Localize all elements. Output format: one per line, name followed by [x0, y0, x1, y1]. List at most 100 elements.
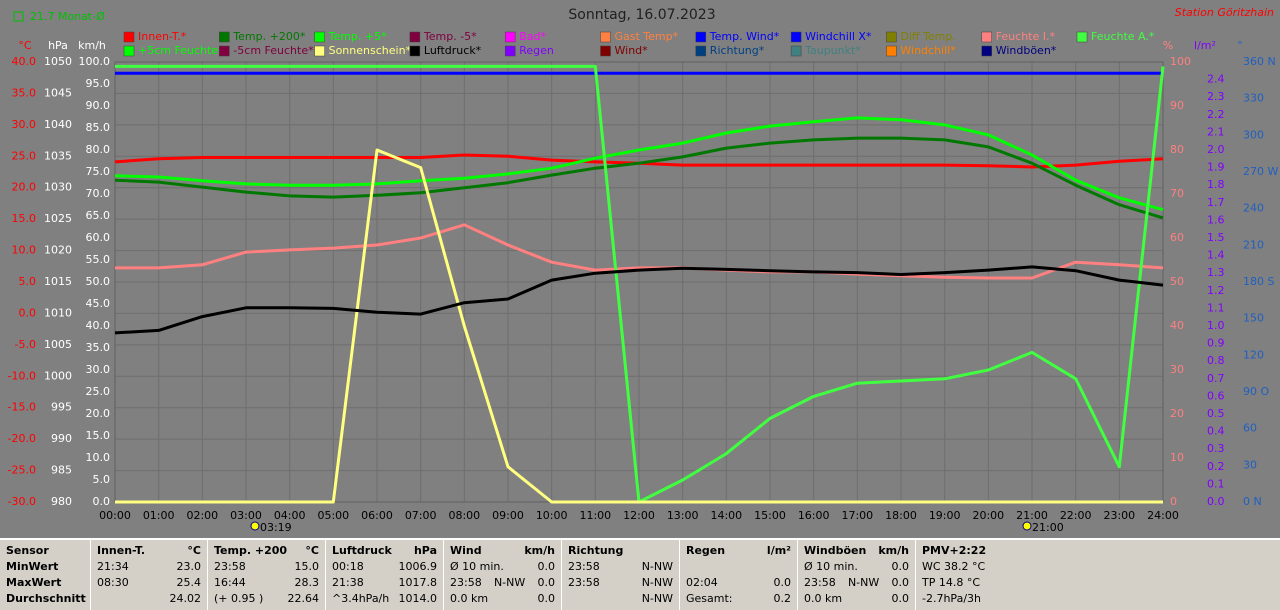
stats-column: PMV+2:22 WC 38.2 °C TP 14.8 °C -2.7hPa/3h: [915, 540, 1035, 610]
stats-cell: Ø 10 min.: [804, 560, 858, 573]
x-tick-label: 09:00: [492, 509, 524, 522]
legend-label: Taupunkt*: [804, 44, 861, 57]
stats-row: 00:18 1006.9: [332, 559, 437, 575]
stats-row: 23:58 N-NW 0.0: [450, 575, 555, 591]
axis-unit: °C: [18, 39, 32, 52]
stats-cell: 0.0: [537, 560, 556, 573]
stats-row: 08:30 25.4: [97, 575, 201, 591]
x-tick-label: 10:00: [536, 509, 568, 522]
stats-row: 23:58 N-NW 0.0: [804, 575, 909, 591]
y-tick-label: 50: [1170, 275, 1184, 288]
stats-cell: 23.0: [176, 560, 202, 573]
y-tick-label: 360 N: [1243, 55, 1276, 68]
stats-row: 0.0 km 0.0: [450, 591, 555, 607]
y-tick-label: 1040: [44, 118, 72, 131]
y-tick-label: 0: [1170, 495, 1177, 508]
x-tick-label: 22:00: [1060, 509, 1092, 522]
stats-row: Gesamt: 0.2: [686, 591, 791, 607]
y-tick-label: -10.0: [8, 369, 36, 382]
y-tick-label: 0.5: [1207, 407, 1225, 420]
y-tick-label: 0.6: [1207, 389, 1225, 402]
legend-label: Temp. Wind*: [709, 30, 780, 43]
y-tick-label: 15.0: [12, 212, 37, 225]
y-tick-label: 75.0: [86, 165, 111, 178]
stats-cell: 0.0: [891, 560, 910, 573]
stats-cell: ^3.4hPa/h: [332, 592, 390, 605]
y-tick-label: -5.0: [15, 338, 36, 351]
legend-label: Gast Temp*: [615, 30, 679, 43]
y-tick-label: 300: [1243, 128, 1264, 141]
x-tick-label: 24:00: [1147, 509, 1179, 522]
stats-cell: 0.0 km: [450, 592, 489, 605]
y-tick-label: 5.0: [19, 275, 37, 288]
y-tick-label: 5.0: [93, 473, 111, 486]
y-tick-label: 1025: [44, 212, 72, 225]
column-unit: km/h: [878, 544, 909, 557]
legend-swatch: [314, 45, 325, 57]
y-tick-label: 65.0: [86, 209, 111, 222]
legend-swatch: [695, 45, 707, 57]
y-tick-label: 2.2: [1207, 108, 1225, 121]
stats-cell: 0.0: [891, 592, 910, 605]
legend-label: Feuchte A.*: [1091, 30, 1155, 43]
series-line: [114, 116, 1164, 212]
y-tick-label: 0.0: [1207, 495, 1225, 508]
stats-row: 21:34 23.0: [97, 559, 201, 575]
row-label: Sensor: [6, 544, 49, 557]
y-tick-label: -30.0: [8, 495, 36, 508]
column-title: Regen: [686, 544, 726, 557]
y-tick-label: 55.0: [86, 253, 111, 266]
stats-row: 23:58 15.0: [214, 559, 319, 575]
y-tick-label: 20.0: [86, 407, 111, 420]
x-tick-label: 20:00: [972, 509, 1004, 522]
y-tick-label: 0.0: [93, 495, 111, 508]
x-tick-label: 12:00: [623, 509, 655, 522]
y-tick-label: 30: [1243, 458, 1257, 471]
y-tick-label: 85.0: [86, 121, 111, 134]
legend-swatch: [314, 31, 325, 43]
sun-icon: [1022, 521, 1032, 531]
legend-swatch: [219, 45, 230, 57]
column-unit: km/h: [524, 544, 555, 557]
column-unit: l/m²: [766, 544, 791, 557]
legend-swatch: [1076, 31, 1088, 43]
column-title: Temp. +200: [214, 544, 288, 557]
stats-cell: 1006.9: [398, 560, 438, 573]
y-tick-label: 25.0: [12, 149, 37, 162]
y-tick-label: 0 N: [1243, 495, 1262, 508]
row-label-row: MaxWert: [6, 575, 86, 591]
stats-column: Wind km/h Ø 10 min. 0.0 23:58 N-NW 0.0 0.0 km 0.…: [443, 540, 561, 610]
stats-cell: 08:30: [97, 576, 129, 589]
stats-cell: N-NW: [493, 576, 526, 589]
y-tick-label: 1.8: [1207, 178, 1225, 191]
legend-label: Richtung*: [710, 44, 765, 57]
stats-row: 21:38 1017.8: [332, 575, 437, 591]
y-tick-label: 30.0: [86, 363, 111, 376]
stats-column: Temp. +200 °C 23:58 15.0 16:44 28.3 (+ 0.95 ) 2…: [207, 540, 325, 610]
x-tick-label: 03:00: [230, 509, 262, 522]
stats-cell: 1014.0: [398, 592, 438, 605]
y-tick-label: 20.0: [12, 181, 37, 194]
x-tick-label: 11:00: [579, 509, 611, 522]
x-tick-label: 01:00: [143, 509, 175, 522]
legend-swatch: [981, 31, 992, 43]
stats-cell: 0.0: [891, 576, 909, 589]
legend-label: Temp. +200*: [232, 30, 306, 43]
stats-column: Regen l/m² 02:04 0.0 Gesamt: 0.2: [679, 540, 797, 610]
y-tick-label: 0.7: [1207, 372, 1225, 385]
monthly-average: 21.7 Monat-Ø: [30, 10, 105, 23]
column-header: Windböen km/h: [804, 543, 909, 559]
y-tick-label: 2.1: [1207, 125, 1225, 138]
column-title: Wind: [450, 544, 482, 557]
y-tick-label: 1000: [44, 369, 72, 382]
y-tick-label: 100: [1170, 55, 1191, 68]
column-header: Luftdruck hPa: [332, 543, 437, 559]
stats-row: 02:04 0.0: [686, 575, 791, 591]
grid: [114, 61, 1164, 503]
column-unit: hPa: [413, 544, 437, 557]
axis-unit: °: [1237, 39, 1243, 52]
y-tick-label: 0.2: [1207, 460, 1225, 473]
stats-cell: 23:58: [214, 560, 246, 573]
station-name: Station Göritzhain: [1175, 6, 1274, 19]
